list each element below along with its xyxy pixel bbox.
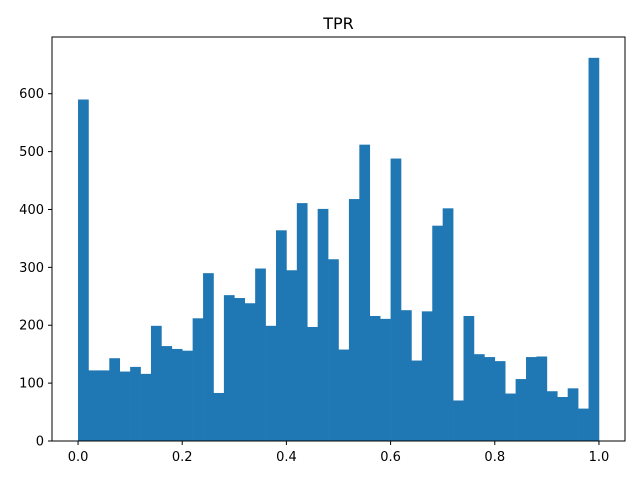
histogram-bar <box>432 225 443 441</box>
histogram-bar <box>275 230 287 441</box>
histogram-bar <box>348 199 360 441</box>
histogram-bar <box>505 393 516 441</box>
histogram-bar <box>546 391 558 441</box>
histogram-bar <box>140 373 152 441</box>
histogram-bar <box>411 360 423 441</box>
histogram-bar <box>307 326 318 441</box>
x-axis: 0.0 0.2 0.4 0.6 0.8 1.0 <box>68 441 610 465</box>
y-tick-label: 600 <box>19 87 44 102</box>
axes-frame <box>51 36 626 442</box>
histogram-bar <box>296 203 308 441</box>
histogram-bar <box>78 99 89 442</box>
histogram-bar <box>317 208 329 441</box>
histogram-bar <box>203 273 214 441</box>
y-tick-label: 500 <box>19 145 44 160</box>
x-tick-label: 0.6 <box>380 450 401 465</box>
x-tick-label: 0.0 <box>68 450 89 465</box>
histogram-bar <box>442 208 454 441</box>
histogram-bar <box>484 357 496 441</box>
histogram-bar <box>359 144 371 441</box>
chart-title: TPR <box>322 14 354 33</box>
histogram-bar <box>526 357 537 441</box>
histogram-bar <box>463 315 475 441</box>
histogram-bar <box>536 356 548 441</box>
histogram-bar <box>109 358 121 441</box>
y-tick-label: 100 <box>19 377 44 392</box>
histogram-bar <box>234 298 246 441</box>
histogram-bar <box>88 370 100 441</box>
histogram-bar <box>453 400 464 441</box>
histogram-bar <box>244 303 256 441</box>
histogram-bar <box>328 259 339 441</box>
histogram-bar <box>515 379 527 441</box>
histogram-bar <box>255 268 266 441</box>
y-tick-label: 200 <box>19 319 44 334</box>
x-tick-label: 0.2 <box>172 450 193 465</box>
histogram-bar <box>338 349 350 441</box>
histogram-bar <box>369 315 381 441</box>
y-tick-label: 0 <box>36 435 44 450</box>
histogram-bar <box>213 392 225 441</box>
y-tick-label: 400 <box>19 203 44 218</box>
histogram-bar <box>286 270 298 441</box>
y-tick-label: 300 <box>19 261 44 276</box>
histogram-bar <box>161 346 173 441</box>
histogram-bar <box>473 354 485 441</box>
histogram-bar <box>588 57 600 442</box>
x-tick-label: 0.8 <box>484 450 505 465</box>
histogram-bar <box>192 318 204 441</box>
bars-group <box>78 57 600 442</box>
histogram-bar <box>130 366 141 441</box>
histogram-bar <box>119 371 131 441</box>
histogram-bar <box>150 325 162 441</box>
histogram-bar <box>567 388 579 441</box>
histogram-bar <box>578 408 589 441</box>
histogram-bar <box>494 361 506 441</box>
histogram-bar <box>171 348 183 441</box>
y-axis: 0 100 200 300 400 500 600 <box>19 87 52 450</box>
histogram-bar <box>98 370 110 441</box>
histogram-bar <box>182 350 193 441</box>
histogram-bar <box>380 318 391 441</box>
histogram-bar <box>265 325 277 441</box>
x-tick-label: 1.0 <box>589 450 610 465</box>
histogram-bar <box>557 397 568 441</box>
histogram-bar <box>390 158 402 441</box>
histogram-bar <box>401 310 412 441</box>
histogram-bar <box>421 311 433 441</box>
histogram-bar <box>223 295 235 441</box>
x-tick-label: 0.4 <box>276 450 297 465</box>
